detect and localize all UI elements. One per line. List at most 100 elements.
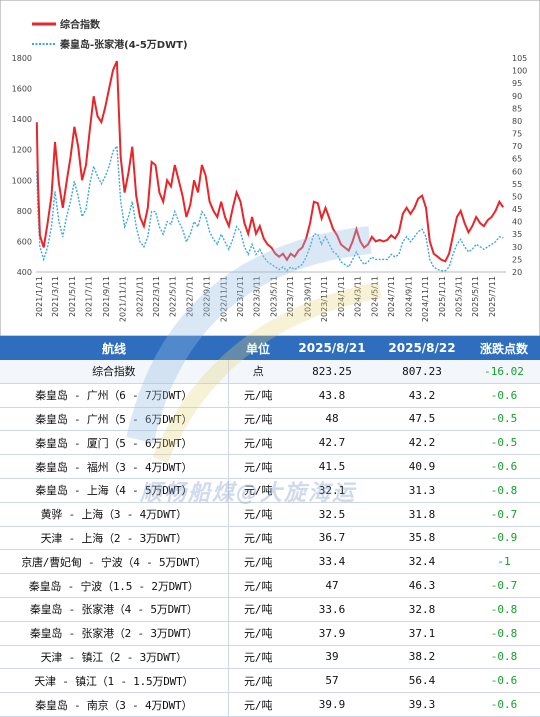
unit-cell: 元/吨 (227, 478, 288, 503)
y-right-tick-label: 105 (512, 54, 527, 63)
value-date-1: 33.4 (288, 549, 376, 575)
unit-cell: 元/吨 (227, 692, 288, 717)
y-right-tick-label: 95 (512, 79, 522, 88)
value-date-2: 43.2 (376, 383, 468, 408)
series-route-line (36, 144, 504, 272)
x-tick-label: 2021/1/11 (35, 276, 44, 317)
table-row: 秦皇岛 - 福州（3 - 4万DWT） 元/吨 41.5 40.9 -0.6 (0, 454, 540, 479)
change-value: -0.6 (468, 383, 540, 408)
value-date-2: 46.3 (376, 573, 468, 598)
value-date-2: 35.8 (376, 526, 468, 551)
value-date-1: 47 (288, 573, 376, 598)
value-date-1: 57 (288, 668, 376, 694)
x-tick-label: 2021/5/11 (68, 276, 77, 317)
table-row: 天津 - 镇江（2 - 3万DWT） 元/吨 39 38.2 -0.8 (0, 645, 540, 670)
x-tick-label: 2023/9/11 (303, 276, 312, 317)
route-cell: 天津 - 镇江（1 - 1.5万DWT） (0, 668, 228, 694)
x-tick-label: 2024/5/11 (370, 276, 379, 317)
y-right-tick-label: 40 (512, 218, 522, 227)
x-tick-label: 2025/3/11 (454, 276, 463, 317)
table-row: 秦皇岛 - 广州（5 - 6万DWT） 元/吨 48 47.5 -0.5 (0, 407, 540, 432)
table-row: 黄骅 - 上海（3 - 4万DWT） 元/吨 32.5 31.8 -0.7 (0, 502, 540, 527)
header-change: 涨跌点数 (468, 336, 540, 360)
table-row: 秦皇岛 - 张家港（2 - 3万DWT） 元/吨 37.9 37.1 -0.8 (0, 621, 540, 646)
change-value: -0.7 (468, 573, 540, 598)
x-tick-label: 2025/1/11 (438, 276, 447, 317)
value-date-2: 47.5 (376, 407, 468, 432)
x-tick-label: 2022/5/11 (169, 276, 178, 317)
unit-cell: 元/吨 (227, 526, 288, 551)
table-row: 秦皇岛 - 张家港（4 - 5万DWT） 元/吨 33.6 32.8 -0.8 (0, 597, 540, 622)
header-unit: 单位 (228, 336, 288, 360)
route-cell: 秦皇岛 - 厦门（5 - 6万DWT） (0, 430, 228, 456)
change-value: -0.8 (468, 478, 540, 503)
unit-cell: 元/吨 (227, 597, 288, 622)
x-tick-label: 2024/1/11 (337, 276, 346, 317)
route-cell: 秦皇岛 - 上海（4 - 5万DWT） (0, 478, 228, 503)
x-tick-label: 2021/11/11 (119, 276, 128, 322)
value-date-1: 36.7 (288, 526, 376, 551)
x-tick-label: 2022/3/11 (152, 276, 161, 317)
unit-cell: 元/吨 (227, 645, 288, 670)
x-tick-label: 2024/11/11 (421, 276, 430, 322)
route-cell: 秦皇岛 - 张家港（4 - 5万DWT） (0, 597, 228, 622)
series-index-line (35, 60, 505, 263)
header-route: 航线 (0, 336, 228, 360)
x-tick-label: 2022/7/11 (185, 276, 194, 317)
table-header-row: 航线 单位 2025/8/21 2025/8/22 涨跌点数 (0, 336, 540, 360)
y-right-tick-label: 55 (512, 180, 522, 189)
legend-label-route: 秦皇岛-张家港(4-5万DWT) (59, 38, 188, 51)
y-left-tick-label: 400 (17, 268, 32, 277)
change-value: -0.6 (468, 454, 540, 479)
unit-cell: 元/吨 (227, 383, 288, 408)
y-right-tick-label: 80 (512, 117, 522, 126)
route-cell: 秦皇岛 - 福州（3 - 4万DWT） (0, 454, 228, 479)
x-tick-label: 2021/3/11 (51, 276, 60, 317)
x-tick-label: 2024/7/11 (387, 276, 396, 317)
value-date-1: 32.1 (288, 478, 376, 503)
value-date-1: 37.9 (288, 621, 376, 646)
value-date-1: 823.25 (288, 360, 376, 384)
change-value: -0.9 (468, 526, 540, 551)
route-cell: 京唐/曹妃甸 - 宁波（4 - 5万DWT） (0, 549, 228, 575)
y-left-tick-label: 1400 (12, 115, 32, 124)
value-date-1: 33.6 (288, 597, 376, 622)
y-left-tick-label: 600 (17, 237, 32, 246)
route-cell: 天津 - 上海（2 - 3万DWT） (0, 526, 228, 551)
x-tick-label: 2024/3/11 (354, 276, 363, 317)
value-date-1: 42.7 (288, 430, 376, 456)
table-row: 天津 - 上海（2 - 3万DWT） 元/吨 36.7 35.8 -0.9 (0, 526, 540, 551)
header-date-1: 2025/8/21 (288, 336, 376, 360)
change-value: -0.5 (468, 430, 540, 456)
x-tick-label: 2023/5/11 (269, 276, 278, 317)
value-date-2: 32.8 (376, 597, 468, 622)
route-cell: 天津 - 镇江（2 - 3万DWT） (0, 645, 228, 670)
value-date-2: 39.3 (376, 692, 468, 717)
table-row: 秦皇岛 - 南京（3 - 4万DWT） 元/吨 39.9 39.3 -0.6 (0, 692, 540, 717)
unit-cell: 元/吨 (227, 621, 288, 646)
value-date-1: 43.8 (288, 383, 376, 408)
change-value: -16.02 (468, 360, 540, 384)
value-date-2: 807.23 (376, 360, 468, 384)
x-tick-label: 2025/7/11 (488, 276, 497, 317)
route-cell: 秦皇岛 - 张家港（2 - 3万DWT） (0, 621, 228, 646)
x-tick-label: 2024/9/11 (404, 276, 413, 317)
value-date-2: 37.1 (376, 621, 468, 646)
table-row: 秦皇岛 - 广州（6 - 7万DWT） 元/吨 43.8 43.2 -0.6 (0, 383, 540, 408)
value-date-2: 31.8 (376, 502, 468, 527)
y-left-tick-label: 1000 (12, 176, 32, 185)
table-row: 秦皇岛 - 上海（4 - 5万DWT） 元/吨 32.1 31.3 -0.8 (0, 478, 540, 503)
unit-cell: 元/吨 (227, 668, 288, 694)
unit-cell: 点 (227, 360, 288, 384)
y-right-tick-label: 100 (512, 67, 527, 76)
y-right-tick-label: 70 (512, 142, 522, 151)
x-tick-label: 2025/5/11 (471, 276, 480, 317)
y-right-tick-label: 75 (512, 130, 522, 139)
x-tick-label: 2022/11/11 (219, 276, 228, 322)
y-right-tick-label: 50 (512, 192, 522, 201)
x-tick-label: 2022/9/11 (203, 276, 212, 317)
route-cell: 秦皇岛 - 宁波（1.5 - 2万DWT） (0, 573, 228, 598)
header-date-2: 2025/8/22 (376, 336, 468, 360)
x-tick-label: 2023/11/11 (320, 276, 329, 322)
change-value: -0.6 (468, 668, 540, 694)
